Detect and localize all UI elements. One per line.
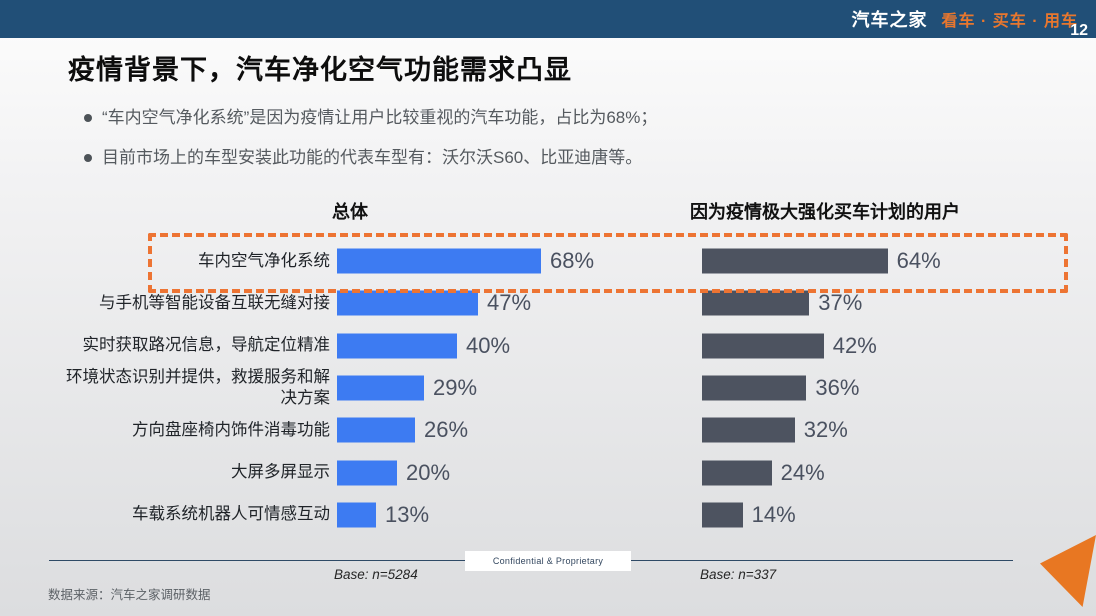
bar-overall [337,460,397,485]
category-label: 方向盘座椅内饰件消毒功能 [132,420,330,439]
bar-covid-users [702,417,795,443]
bullet-dot-icon [84,114,92,122]
bar-covid-users [702,290,810,316]
series-header-overall: 总体 [332,202,368,222]
category-label: 车载系统机器人可情感互动 [132,505,330,524]
bar-overall [337,333,457,359]
bullet-item: “车内空气净化系统”是因为疫情让用户比较重视的汽车功能，占比为68%； [84,106,944,130]
base-n-overall: Base: n=5284 [334,567,418,582]
category-label: 实时获取路况信息，导航定位精准 [82,336,331,355]
value-label-covid-users: 24% [780,459,825,485]
data-source-note: 数据来源：汽车之家调研数据 [48,588,211,602]
value-label-covid-users: 64% [896,248,941,273]
category-label: 车内空气净化系统 [198,251,330,270]
base-n-covid-users: Base: n=337 [700,567,777,582]
bullet-item: 目前市场上的车型安装此功能的代表车型有：沃尔沃S60、比亚迪唐等。 [84,146,944,170]
slide-title: 疫情背景下，汽车净化空气功能需求凸显 [68,55,572,85]
page-marker-triangle [1040,535,1096,607]
bar-overall [337,375,424,401]
value-label-covid-users: 36% [815,374,860,400]
chart-row: 车载系统机器人可情感互动 13% 14% [0,494,1096,536]
bullet-text: “车内空气净化系统”是因为疫情让用户比较重视的汽车功能，占比为68%； [102,108,658,127]
value-label-covid-users: 37% [818,290,863,316]
bar-covid-users [702,248,888,274]
bar-overall [337,502,376,528]
confidential-label: Confidential & Proprietary [465,551,631,571]
bar-covid-users [702,460,772,485]
chart-row: 方向盘座椅内饰件消毒功能 26% 32% [0,409,1096,451]
value-label-covid-users: 32% [803,417,848,443]
bar-covid-users [702,502,743,528]
bar-covid-users [702,375,807,401]
chart-row: 环境状态识别并提供，救援服务和解决方案 29% 36% [0,367,1096,409]
chart-row: 大屏多屏显示 20% 24% [0,452,1096,494]
bar-overall [337,417,415,443]
value-label-covid-users: 14% [751,501,796,527]
bullet-list: “车内空气净化系统”是因为疫情让用户比较重视的汽车功能，占比为68%； 目前市场… [84,106,944,186]
highlight-dashed-box [148,233,1068,293]
value-label-covid-users: 42% [832,332,877,358]
value-label-overall: 13% [385,501,430,527]
category-label: 环境状态识别并提供，救援服务和解决方案 [66,367,330,407]
brand-bar: 汽车之家 看车 · 买车 · 用车 [0,0,1096,38]
autohome-logo: 汽车之家 [851,10,928,30]
series-header-covid-users: 因为疫情极大强化买车计划的用户 [690,202,960,222]
chart-row: 与手机等智能设备互联无缝对接 47% 37% [0,282,1096,324]
category-label: 大屏多屏显示 [231,463,330,481]
category-label: 与手机等智能设备互联无缝对接 [99,293,330,312]
value-label-overall: 29% [433,374,478,400]
value-label-overall: 68% [550,248,595,273]
chart-row: 实时获取路况信息，导航定位精准 40% 42% [0,325,1096,367]
bar-overall [337,248,541,274]
value-label-overall: 26% [424,417,469,443]
chart-row: 车内空气净化系统 68% 64% [0,240,1096,282]
bullet-dot-icon [84,154,92,162]
page-number: 12 [1070,22,1088,39]
bar-overall [337,290,478,316]
brand-tagline: 看车 · 买车 · 用车 [941,13,1078,30]
bullet-text: 目前市场上的车型安装此功能的代表车型有：沃尔沃S60、比亚迪唐等。 [102,148,643,167]
value-label-overall: 40% [466,332,511,358]
value-label-overall: 47% [487,290,532,316]
value-label-overall: 20% [406,459,451,485]
bar-covid-users [702,333,824,359]
